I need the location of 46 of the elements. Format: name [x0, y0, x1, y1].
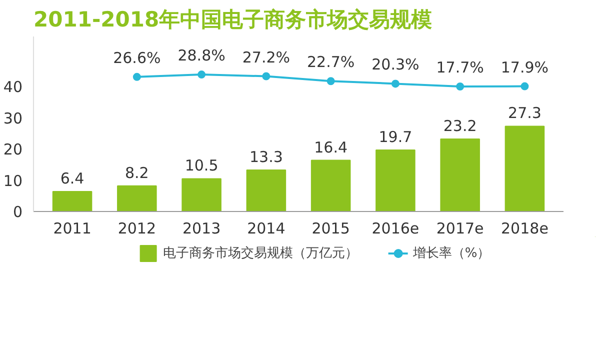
y-tick-label: 30 — [3, 109, 23, 128]
point — [262, 72, 270, 80]
y-tick-label: 10 — [3, 172, 23, 190]
legend-label: 增长率（%） — [412, 245, 490, 262]
x-tick-label: 2017e — [436, 220, 484, 238]
data-label: 19.7 — [378, 128, 412, 146]
x-tick-label: 2015 — [312, 220, 350, 238]
data-label: 27.2% — [242, 48, 290, 66]
bar — [117, 185, 157, 212]
x-tick-label: 2013 — [182, 220, 221, 238]
point — [391, 80, 400, 88]
x-tick-label: 2014 — [247, 220, 286, 238]
bar — [246, 169, 286, 212]
bar — [376, 149, 416, 212]
y-tick-label: 40 — [3, 78, 23, 96]
point — [520, 82, 529, 90]
data-label: 13.3 — [249, 148, 283, 166]
x-tick-label: 2016e — [372, 220, 420, 238]
data-label: 23.2 — [443, 117, 477, 135]
point — [198, 70, 206, 79]
data-label: 17.9% — [500, 58, 549, 76]
legend-label: 电子商务市场交易规模（万亿元） — [162, 245, 358, 262]
data-label: 28.8% — [178, 46, 226, 65]
y-tick-label: 20 — [3, 140, 23, 158]
x-tick-label: 2011 — [53, 220, 92, 238]
data-label: 26.6% — [113, 48, 161, 67]
data-label: 16.4 — [314, 138, 348, 156]
data-label: 27.3 — [508, 104, 542, 122]
data-label: 8.2 — [124, 164, 149, 182]
data-label: 17.7% — [436, 58, 484, 77]
bar — [504, 126, 545, 212]
bar — [182, 178, 222, 212]
point — [132, 72, 141, 81]
bar — [440, 138, 480, 212]
bar — [52, 191, 92, 212]
bar — [310, 160, 351, 212]
data-label: 10.5 — [184, 156, 218, 175]
point — [326, 77, 335, 86]
y-tick-label: 0 — [12, 203, 23, 221]
x-tick-label: 2012 — [118, 220, 156, 238]
x-tick-label: 2018e — [501, 220, 548, 238]
data-label: 20.3% — [372, 56, 420, 74]
data-label: 22.7% — [306, 53, 355, 72]
data-label: 6.4 — [60, 170, 84, 188]
point — [456, 82, 464, 91]
chart-title: 2011-2018年中国电子商务市场交易规模 — [34, 8, 432, 32]
